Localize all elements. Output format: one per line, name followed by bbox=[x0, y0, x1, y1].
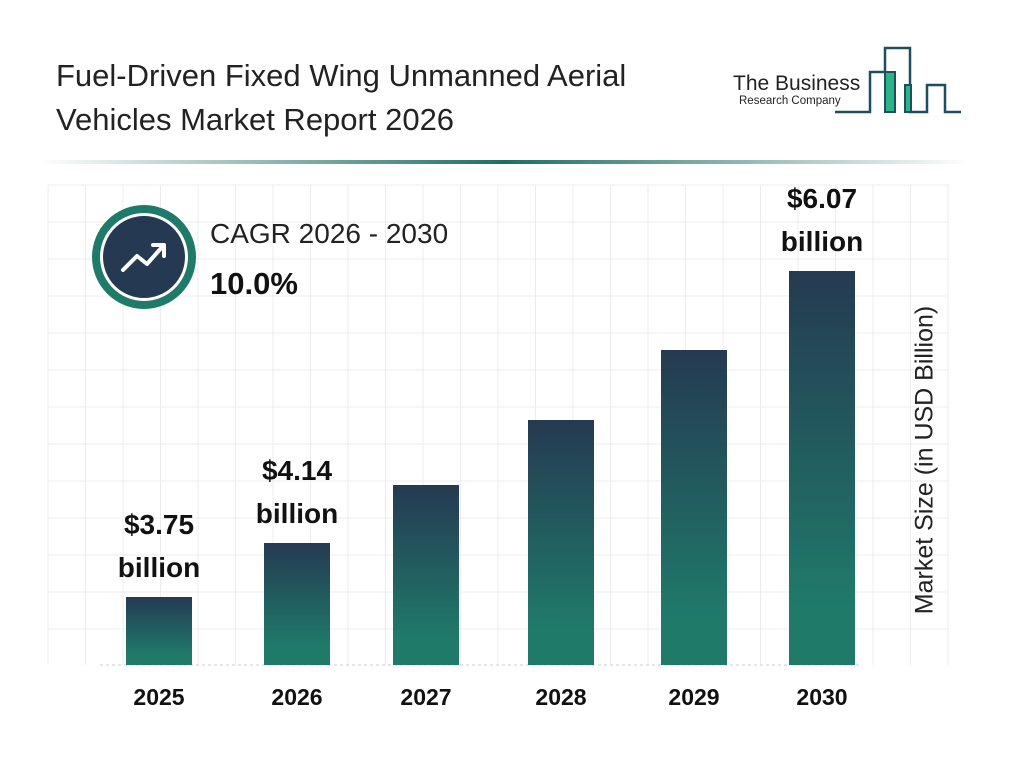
trend-up-icon bbox=[121, 243, 166, 272]
data-label-unit: billion bbox=[780, 226, 864, 257]
logo-buildings-icon bbox=[835, 46, 961, 114]
data-label-amount: $3.75 bbox=[123, 509, 195, 541]
x-tick-label: 2030 bbox=[796, 684, 848, 710]
x-tick-label: 2027 bbox=[400, 684, 452, 710]
title-divider bbox=[40, 160, 970, 164]
x-tick-label: 2025 bbox=[133, 684, 185, 710]
x-tick-label: 2029 bbox=[668, 684, 720, 710]
data-label: $4.14 billion bbox=[256, 449, 338, 535]
y-axis-label: Market Size (in USD Billion) bbox=[910, 305, 939, 615]
x-tick-label: 2026 bbox=[271, 684, 323, 710]
data-label: $3.75 billion bbox=[118, 503, 200, 589]
bar-2029 bbox=[661, 349, 727, 665]
data-label-unit: billion bbox=[117, 552, 201, 584]
page-title: Fuel-Driven Fixed Wing Unmanned Aerial V… bbox=[56, 58, 627, 137]
cagr-label: CAGR 2026 - 2030 bbox=[210, 218, 449, 249]
bar-2027 bbox=[393, 484, 459, 665]
bar-2025 bbox=[126, 597, 192, 665]
data-label: $6.07 billion bbox=[781, 177, 863, 263]
logo-line1: The Business bbox=[733, 72, 861, 95]
cagr-badge bbox=[92, 205, 196, 309]
cagr-value: 10.0% bbox=[210, 266, 298, 301]
data-label-amount: $4.14 bbox=[261, 454, 333, 486]
data-label-amount: $6.07 bbox=[786, 183, 858, 214]
logo-line2: Research Company bbox=[739, 95, 841, 107]
bar-2028 bbox=[528, 420, 594, 665]
data-label-unit: billion bbox=[255, 497, 339, 529]
bar-2030 bbox=[789, 271, 855, 665]
company-logo: The Business Research Company bbox=[725, 40, 965, 120]
bar-2026 bbox=[264, 542, 330, 665]
x-tick-label: 2028 bbox=[535, 684, 587, 710]
